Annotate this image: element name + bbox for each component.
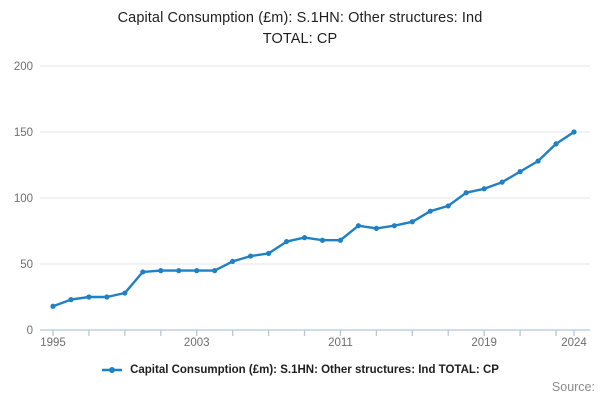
data-point[interactable] — [104, 294, 110, 300]
source-label: Source: — [551, 380, 595, 394]
legend: Capital Consumption (£m): S.1HN: Other s… — [0, 361, 600, 379]
x-axis-tick-label: 2003 — [184, 337, 210, 349]
data-point[interactable] — [499, 179, 505, 185]
x-axis-tick-label: 2019 — [471, 337, 497, 349]
data-point[interactable] — [373, 225, 379, 231]
series-line — [51, 130, 576, 308]
chart-title-line1: Capital Consumption (£m): S.1HN: Other s… — [117, 10, 483, 26]
data-point[interactable] — [50, 303, 56, 309]
data-point[interactable] — [445, 203, 451, 209]
data-point[interactable] — [481, 186, 487, 192]
chart-title: Capital Consumption (£m): S.1HN: Other s… — [0, 8, 600, 50]
data-point[interactable] — [571, 129, 577, 135]
data-point[interactable] — [283, 238, 290, 245]
data-point[interactable] — [140, 269, 146, 275]
data-point[interactable] — [355, 223, 362, 229]
y-axis-tick-label: 150 — [14, 127, 33, 139]
x-axis-tick-label: 1995 — [40, 337, 66, 349]
data-point[interactable] — [86, 294, 92, 300]
data-point[interactable] — [427, 208, 433, 214]
data-point[interactable] — [535, 158, 541, 164]
data-point[interactable] — [463, 190, 469, 196]
data-point[interactable] — [230, 258, 236, 264]
data-point[interactable] — [248, 253, 254, 259]
data-point[interactable] — [194, 268, 200, 274]
data-point[interactable] — [409, 219, 415, 225]
x-axis-tick-label: 2024 — [561, 337, 587, 349]
data-point[interactable] — [176, 268, 182, 274]
data-point[interactable] — [265, 250, 272, 257]
data-point[interactable] — [517, 169, 523, 175]
data-point[interactable] — [122, 290, 128, 296]
x-axis-tick-label: 2011 — [328, 337, 353, 349]
y-axis-tick-label: 50 — [20, 259, 33, 271]
y-axis-tick-label: 200 — [14, 61, 33, 73]
data-point[interactable] — [319, 237, 326, 243]
data-point[interactable] — [337, 237, 344, 243]
data-point[interactable] — [553, 141, 559, 147]
legend-series-label[interactable]: Capital Consumption (£m): S.1HN: Other s… — [130, 364, 499, 376]
data-point[interactable] — [158, 268, 164, 274]
chart-title-line2: TOTAL: CP — [262, 31, 338, 48]
data-point[interactable] — [301, 235, 308, 241]
data-point[interactable] — [212, 268, 218, 274]
legend-series-icon — [102, 367, 123, 373]
y-axis-tick-label: 0 — [27, 325, 33, 337]
y-axis-tick-label: 100 — [14, 193, 33, 205]
data-point[interactable] — [68, 297, 74, 303]
data-point[interactable] — [391, 223, 397, 229]
